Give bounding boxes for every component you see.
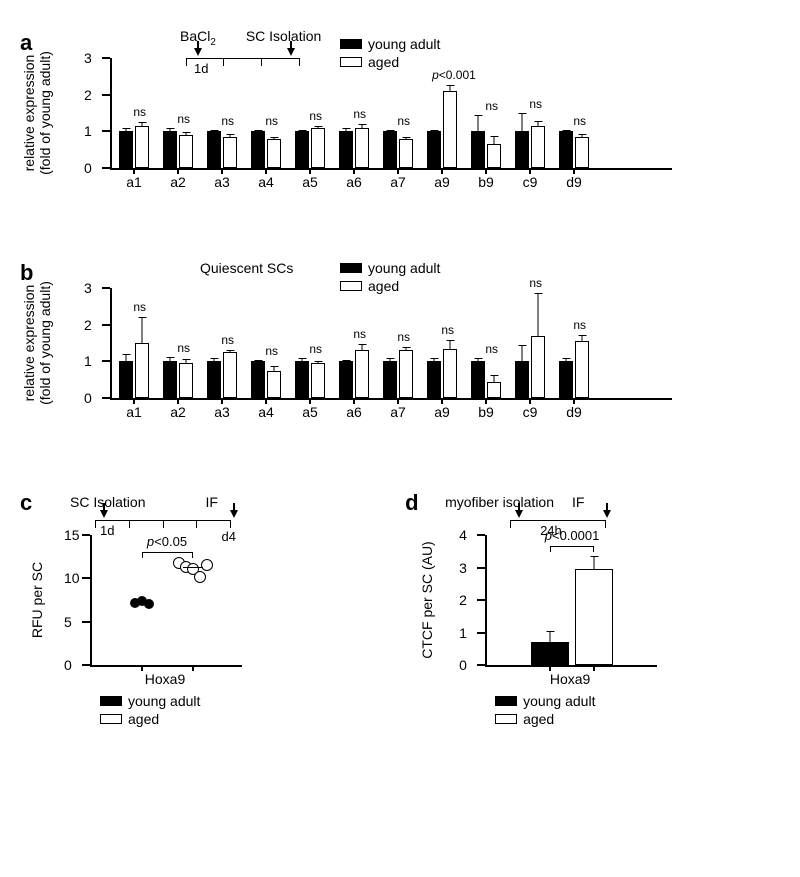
arrow-down-icon	[100, 510, 108, 518]
panel-c-ylabel: RFU per SC	[29, 540, 45, 660]
myofiber-isolation-label: myofiber isolation	[445, 494, 554, 510]
legend-aged-label: aged	[523, 711, 554, 727]
arrow-down-icon	[603, 510, 611, 518]
arrow-down-icon	[515, 510, 523, 518]
panel-d: d myofiber isolation IF 24h CTCF per SC …	[405, 490, 780, 727]
legend-swatch-young	[495, 696, 517, 706]
arrow-down-icon	[194, 48, 202, 56]
legend-swatch-aged	[495, 714, 517, 724]
panel-b-title: Quiescent SCs	[200, 260, 293, 276]
legend-young-label: young adult	[523, 693, 595, 709]
panel-c-xlabel: Hoxa9	[90, 671, 240, 687]
panel-a-ylabel: relative expression (fold of young adult…	[21, 33, 53, 193]
panel-d-plot-area: CTCF per SC (AU) 01234p<0.0001	[485, 535, 657, 667]
panel-d-timeline: myofiber isolation IF 24h	[445, 494, 780, 521]
panel-a-plot-area: relative expression (fold of young adult…	[110, 58, 672, 170]
panel-c-plot-area: RFU per SC 051015p<0.05	[90, 535, 242, 667]
panel-d-label: d	[405, 490, 418, 516]
panel-a-timeline: BaCl2 SC Isolation 1d	[180, 28, 321, 59]
panel-d-xlabel: Hoxa9	[485, 671, 655, 687]
arrow-down-icon	[287, 48, 295, 56]
panel-a: a BaCl2 SC Isolation 1d young adult ag	[20, 30, 780, 230]
sc-isolation-label: SC Isolation	[70, 494, 145, 510]
legend-swatch-young	[100, 696, 122, 706]
sc-isolation-label: SC Isolation	[246, 28, 321, 48]
panel-d-ylabel: CTCF per SC (AU)	[419, 530, 435, 670]
panel-c-timeline: SC Isolation IF 1d d4	[70, 494, 385, 521]
legend-young-label: young adult	[128, 693, 200, 709]
panel-b: b Quiescent SCs young adult aged relativ…	[20, 260, 780, 460]
legend-young-label: young adult	[368, 260, 440, 276]
panel-c-legend: young adult aged	[100, 693, 385, 727]
panel-b-ylabel: relative expression (fold of young adult…	[21, 263, 53, 423]
legend-swatch-aged	[100, 714, 122, 724]
if-label: IF	[572, 494, 584, 510]
legend-aged-label: aged	[128, 711, 159, 727]
panel-d-legend: young adult aged	[495, 693, 780, 727]
panel-c-label: c	[20, 490, 32, 516]
legend-young-label: young adult	[368, 36, 440, 52]
if-label: IF	[205, 494, 217, 510]
panel-b-chart: Quiescent SCs young adult aged relative …	[110, 260, 780, 430]
arrow-down-icon	[230, 510, 238, 518]
legend-swatch-young	[340, 39, 362, 49]
legend-swatch-young	[340, 263, 362, 273]
panel-b-plot-area: relative expression (fold of young adult…	[110, 288, 672, 400]
panel-a-chart: BaCl2 SC Isolation 1d young adult aged r…	[110, 30, 780, 200]
panel-c: c SC Isolation IF 1d d4 RFU per	[20, 490, 385, 727]
